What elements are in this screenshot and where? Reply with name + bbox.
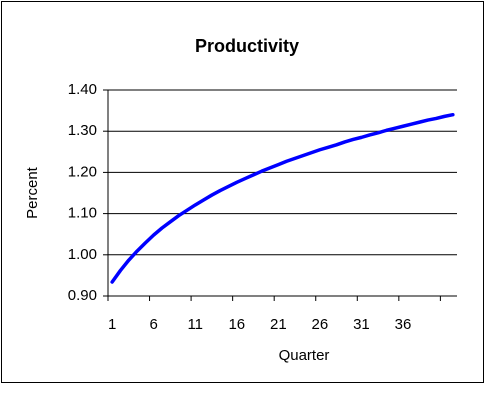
y-tick-label: 1.00 (68, 246, 97, 263)
x-tick-label: 6 (150, 316, 158, 333)
chart-frame (1, 1, 484, 383)
y-tick-label: 1.30 (68, 122, 97, 139)
chart-title: Productivity (195, 36, 299, 56)
x-tick-label: 1 (108, 316, 116, 333)
data-line (110, 112, 455, 284)
x-tick-label: 31 (353, 316, 370, 333)
y-tick-label: 1.20 (68, 163, 97, 180)
x-tick-label: 36 (395, 316, 412, 333)
x-tick-label: 16 (228, 316, 245, 333)
y-axis-label: Percent (24, 166, 41, 219)
x-axis-label: Quarter (279, 347, 330, 364)
x-tick-label: 11 (187, 316, 203, 333)
y-tick-label: 1.40 (68, 81, 97, 98)
x-tick-label: 26 (312, 316, 329, 333)
y-tick-label: 0.90 (68, 287, 97, 304)
x-tick-label: 21 (270, 316, 287, 333)
y-tick-label: 1.10 (68, 205, 97, 222)
